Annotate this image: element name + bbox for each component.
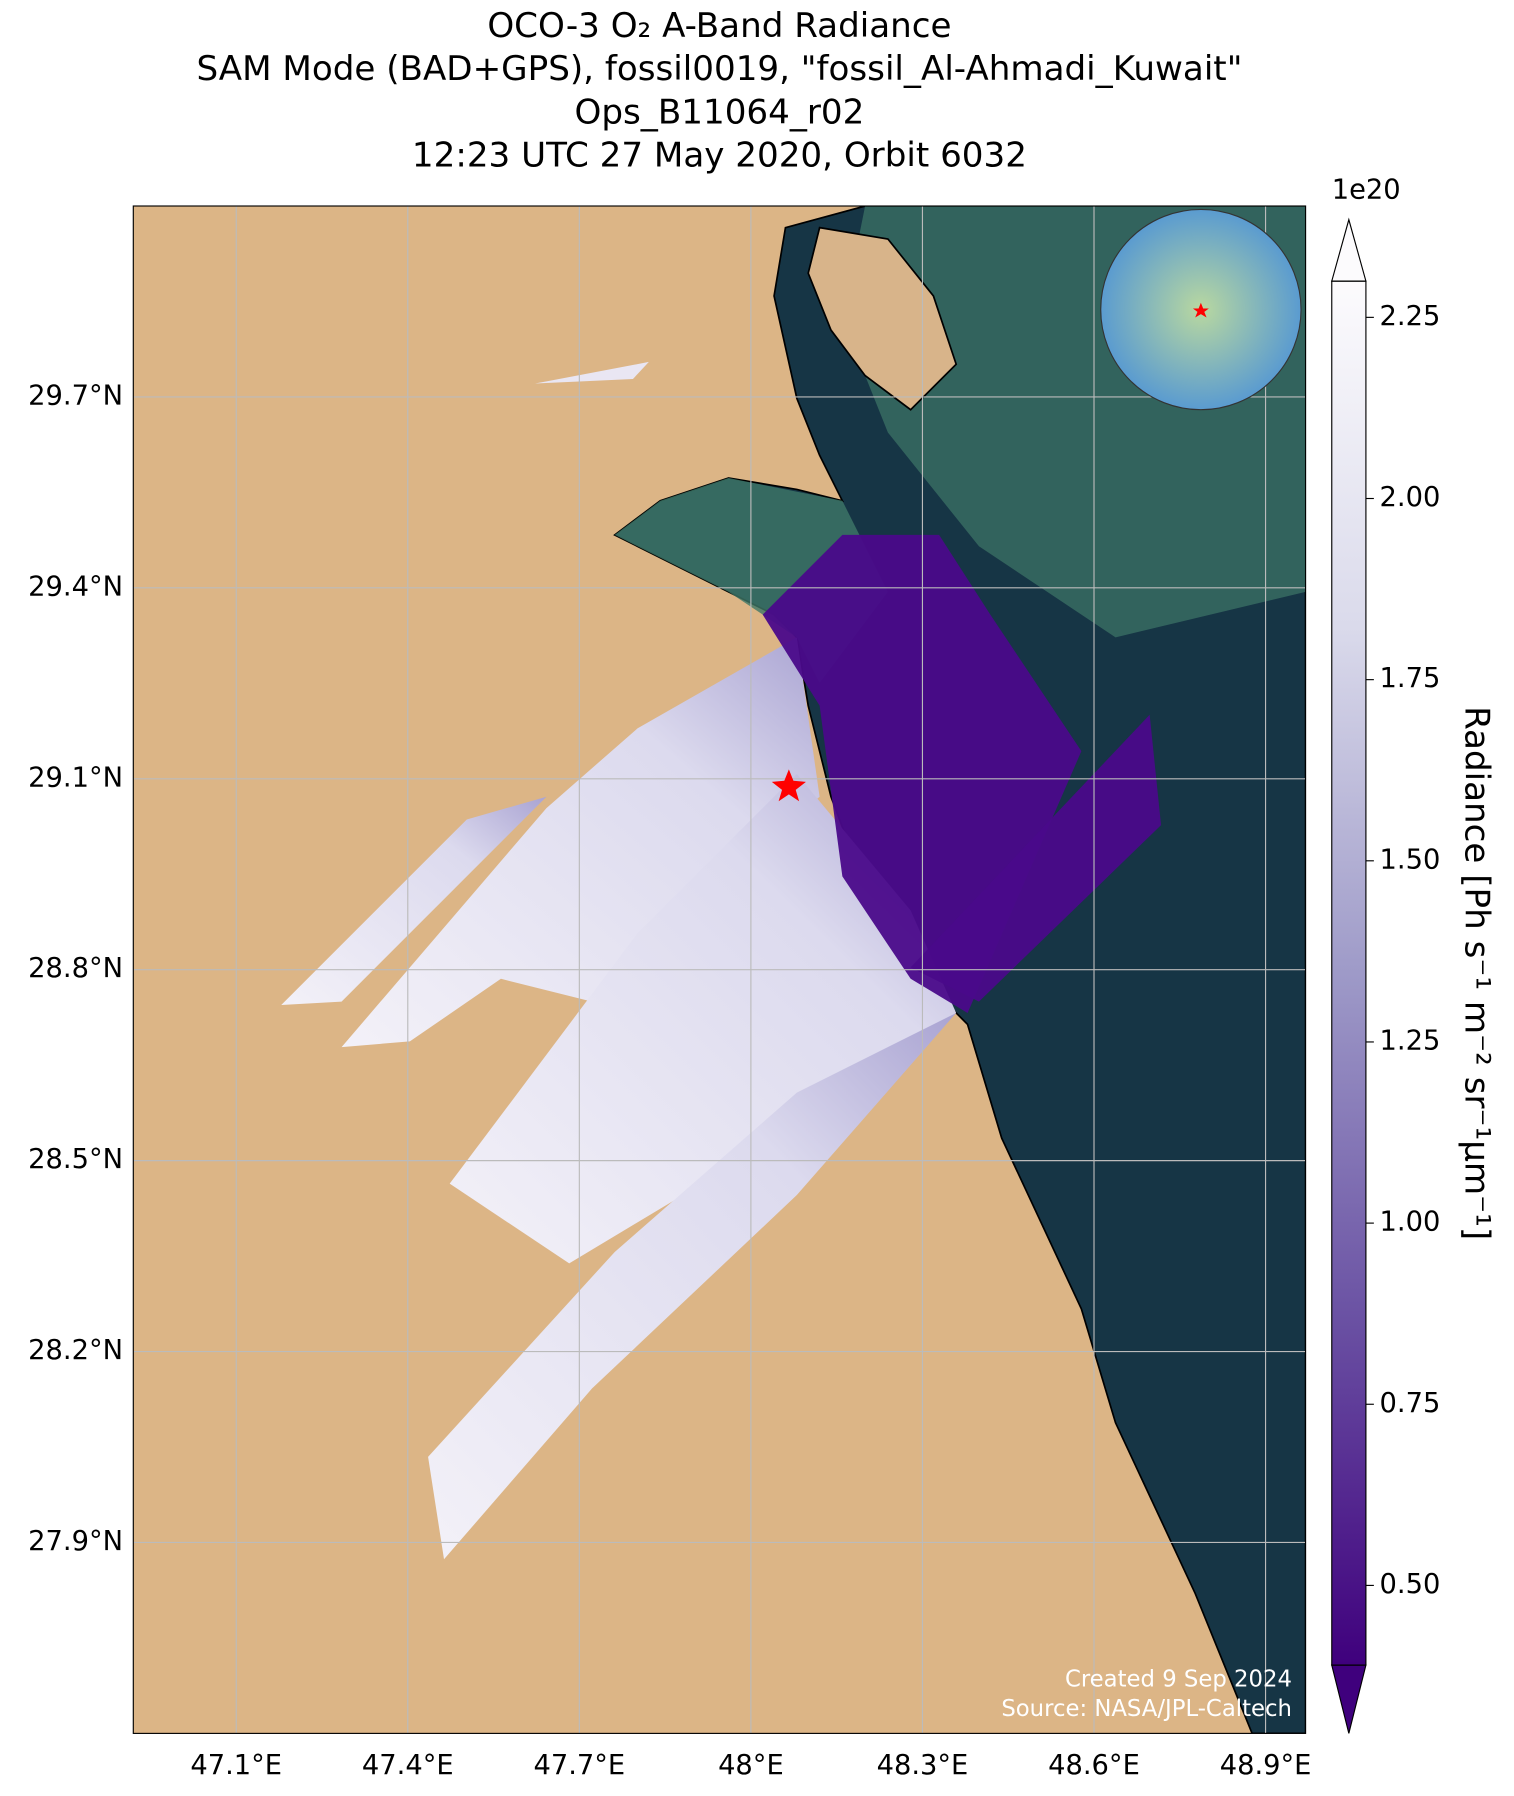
colorbar-tick-label: 1.75 xyxy=(1380,663,1441,694)
island xyxy=(807,226,958,411)
grid xyxy=(133,206,1306,1734)
colorbar-label: Radiance [Ph s⁻¹ m⁻² sr⁻¹μm⁻¹] xyxy=(1457,706,1497,1240)
colorbar-tick-label: 0.75 xyxy=(1380,1388,1441,1419)
colorbar-tick-label: 1.25 xyxy=(1380,1025,1441,1056)
y-tick-label: 28.8°N xyxy=(28,953,123,984)
colorbar-extend xyxy=(1331,1664,1367,1734)
colorbar-ramp xyxy=(1331,281,1366,1666)
colorbar-extend xyxy=(1331,217,1367,282)
colorbar-tick-label: 2.25 xyxy=(1380,301,1441,332)
colorbar-frame xyxy=(1331,280,1367,1666)
x-tick-label: 48.9°E xyxy=(1220,1750,1312,1781)
swath xyxy=(449,773,957,1264)
swath xyxy=(281,796,547,1005)
site-marker xyxy=(771,769,806,802)
y-tick-label: 29.4°N xyxy=(28,571,123,602)
title-line: OCO-3 O₂ A-Band Radiance xyxy=(487,6,951,46)
title-line: 12:23 UTC 27 May 2020, Orbit 6032 xyxy=(412,136,1027,176)
y-tick-label: 28.5°N xyxy=(28,1144,123,1175)
colorbar-tick-label: 2.00 xyxy=(1380,482,1441,513)
map-frame xyxy=(132,205,1307,1734)
colorbar-tick-label: 0.50 xyxy=(1380,1569,1441,1600)
colorbar-tick-label: 1.50 xyxy=(1380,844,1441,875)
colorbar: 1e20 Radiance [Ph s⁻¹ m⁻² sr⁻¹μm⁻¹] 0.50… xyxy=(1331,175,1497,1734)
colorbar-offset: 1e20 xyxy=(1332,175,1401,206)
swath xyxy=(341,637,820,1048)
y-tick-label: 29.7°N xyxy=(28,380,123,411)
credit: Created 9 Sep 2024 xyxy=(1065,1666,1292,1692)
title-line: Ops_B11064_r02 xyxy=(575,92,865,132)
x-tick-label: 47.1°E xyxy=(190,1750,282,1781)
x-tick-label: 47.4°E xyxy=(362,1750,454,1781)
y-tick-label: 28.2°N xyxy=(28,1335,123,1366)
title-line: SAM Mode (BAD+GPS), fossil0019, "fossil_… xyxy=(196,49,1242,89)
swath xyxy=(910,714,1162,1002)
x-tick-label: 48.6°E xyxy=(1048,1750,1140,1781)
map: Created 9 Sep 2024 Source: NASA/JPL-Calt… xyxy=(133,206,1306,1734)
x-tick-label: 48.3°E xyxy=(877,1750,969,1781)
x-tick-label: 48°E xyxy=(718,1750,784,1781)
x-tick-label: 47.7°E xyxy=(533,1750,625,1781)
inset-marker xyxy=(1192,302,1209,318)
colorbar-tick-label: 1.00 xyxy=(1380,1207,1441,1238)
y-tick-label: 27.9°N xyxy=(28,1526,123,1557)
swath xyxy=(428,1012,957,1560)
credit: Source: NASA/JPL-Caltech xyxy=(1001,1696,1292,1722)
y-tick-label: 29.1°N xyxy=(28,762,123,793)
